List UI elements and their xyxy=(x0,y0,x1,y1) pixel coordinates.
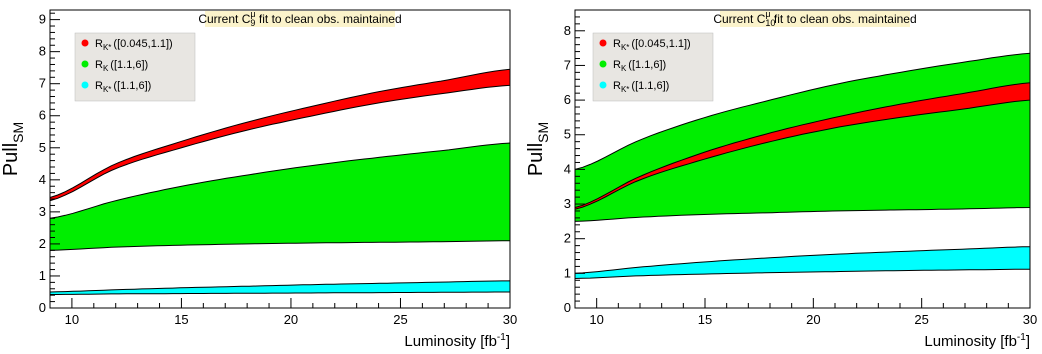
x-tick-label: 20 xyxy=(284,312,298,327)
y-tick-label: 3 xyxy=(39,204,46,219)
y-tick-label: 7 xyxy=(39,76,46,91)
y-tick-label: 7 xyxy=(564,57,571,72)
x-axis-title: Luminosity [fb-1] xyxy=(404,332,510,350)
legend-marker xyxy=(599,81,607,89)
legend-marker xyxy=(599,60,607,68)
x-tick-label: 10 xyxy=(589,312,603,327)
y-tick-label: 2 xyxy=(39,236,46,251)
legend-entry: RK* ([1.1,6]) xyxy=(613,80,669,94)
y-tick-label: 1 xyxy=(564,265,571,280)
band-rkstar-1p1-6 xyxy=(49,280,511,295)
x-tick-label: 20 xyxy=(806,312,820,327)
legend-marker xyxy=(81,60,89,68)
y-tick-label: 6 xyxy=(564,92,571,107)
y-tick-label: 6 xyxy=(39,108,46,123)
legend-marker xyxy=(599,39,607,47)
y-tick-label: 4 xyxy=(564,161,571,176)
x-tick-label: 30 xyxy=(503,312,517,327)
legend-entry: RK ([1.1,6]) xyxy=(613,59,666,73)
title-box xyxy=(205,11,395,27)
legend-entry: RK ([1.1,6]) xyxy=(95,59,148,73)
y-tick-label: 5 xyxy=(39,140,46,155)
chart-title: Current C10μ fit to clean obs. maintaine… xyxy=(713,9,916,28)
legend-marker xyxy=(81,39,89,47)
chart-title: Current C9μ fit to clean obs. maintained xyxy=(198,9,401,28)
svg-text:PullSM: PullSM xyxy=(525,122,551,176)
y-tick-label: 2 xyxy=(564,231,571,246)
y-tick-label: 3 xyxy=(564,196,571,211)
chart-panel-1: 0 1 2 3 4 5 6 7 8 9 10 15 20 25 30 Luminosity [fb-1] Pul… xyxy=(0,9,517,350)
plot-frame xyxy=(574,9,1031,309)
x-axis-title: Luminosity [fb-1] xyxy=(924,332,1030,350)
x-tick-label: 15 xyxy=(174,312,188,327)
legend: RK* ([0.045,1.1]) RK ([1.1,6]) RK* ([1.1,6]) xyxy=(592,32,714,102)
svg-text:PullSM: PullSM xyxy=(0,122,26,176)
y-tick-label: 0 xyxy=(39,300,46,315)
y-tick-label: 0 xyxy=(564,300,571,315)
x-tick-label: 10 xyxy=(65,312,79,327)
y-tick-label: 8 xyxy=(564,23,571,38)
y-axis-title: PullSM xyxy=(0,122,26,176)
band-rk-1p1-6 xyxy=(49,142,511,251)
x-tick-label: 25 xyxy=(914,312,928,327)
y-axis-title: PullSM xyxy=(525,122,551,176)
y-tick-label: 5 xyxy=(564,127,571,142)
plot-frame xyxy=(49,9,511,309)
legend-box xyxy=(592,32,714,102)
x-tick-label: 30 xyxy=(1023,312,1037,327)
y-tick-label: 1 xyxy=(39,268,46,283)
y-tick-label: 9 xyxy=(39,12,46,27)
legend-entry: RK* ([0.045,1.1]) xyxy=(613,38,691,52)
band-rkstar-1p1-6 xyxy=(574,246,1031,280)
title-box xyxy=(720,11,910,27)
x-tick-label: 25 xyxy=(393,312,407,327)
legend-box xyxy=(74,32,196,102)
y-tick-label: 8 xyxy=(39,44,46,59)
legend-marker xyxy=(81,81,89,89)
legend: RK* ([0.045,1.1]) RK ([1.1,6]) RK* ([1.1,6]) xyxy=(74,32,196,102)
legend-entry: RK* ([1.1,6]) xyxy=(95,80,151,94)
x-tick-label: 15 xyxy=(698,312,712,327)
legend-entry: RK* ([0.045,1.1]) xyxy=(95,38,173,52)
chart-panel-2: 0 1 2 3 4 5 6 7 8 10 15 20 25 30 Luminosity [fb-1] Pull… xyxy=(525,9,1037,350)
y-tick-label: 4 xyxy=(39,172,46,187)
